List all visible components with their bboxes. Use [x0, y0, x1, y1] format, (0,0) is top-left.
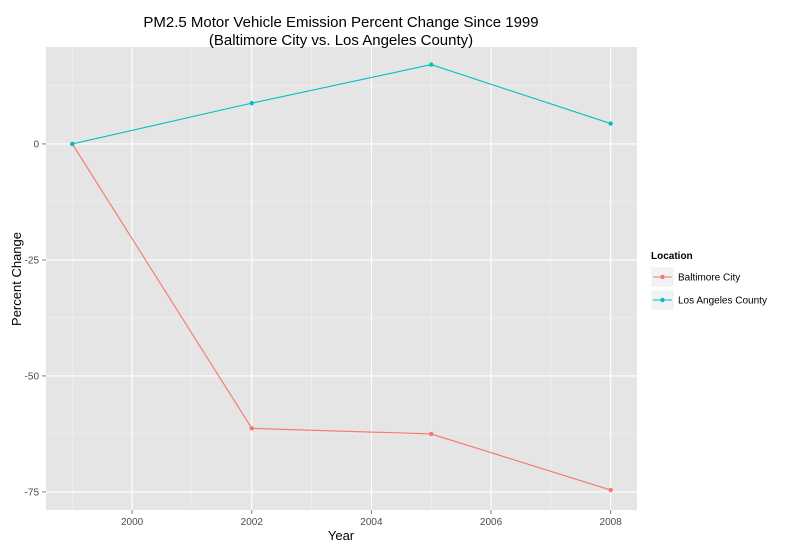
x-tick-label: 2000: [121, 517, 144, 528]
data-point-los-angeles-county: [429, 62, 434, 67]
y-axis: 0 -25 -50 -75: [25, 139, 46, 498]
legend-label-baltimore-city: Baltimore City: [678, 273, 740, 284]
y-tick-label: -25: [25, 255, 40, 266]
chart-title-line-2: (Baltimore City vs. Los Angeles County): [209, 32, 473, 49]
y-tick-label: -50: [25, 371, 40, 382]
chart-title-line-1: PM2.5 Motor Vehicle Emission Percent Cha…: [143, 14, 538, 31]
x-tick-label: 2006: [480, 517, 503, 528]
series-layer: [70, 62, 613, 493]
legend: Location Baltimore City Los Angeles Count…: [650, 251, 767, 311]
minor-gridlines: [46, 47, 637, 510]
legend-point-baltimore-city: [660, 274, 665, 280]
major-gridlines: [46, 47, 637, 510]
x-tick-label: 2002: [241, 517, 264, 528]
data-point-baltimore-city: [429, 431, 434, 437]
legend-label-los-angeles-county: Los Angeles County: [678, 296, 767, 307]
data-point-baltimore-city: [608, 487, 613, 493]
series-line-baltimore-city: [71, 143, 611, 491]
plot-panel: [46, 47, 637, 510]
x-tick-label: 2004: [360, 517, 383, 528]
y-axis-title: Percent Change: [9, 232, 24, 326]
y-tick-label: -75: [25, 487, 40, 498]
x-axis: 2000 2002 2004 2006 2008: [121, 510, 622, 528]
series-line-los-angeles-county: [72, 64, 611, 145]
x-axis-title: Year: [328, 528, 355, 543]
data-point-baltimore-city: [249, 426, 254, 431]
data-point-los-angeles-county: [249, 100, 254, 106]
data-point-los-angeles-county: [70, 141, 75, 147]
legend-point-los-angeles-county: [660, 297, 665, 303]
data-point-los-angeles-county: [608, 121, 613, 126]
legend-title: Location: [651, 251, 693, 262]
x-tick-label: 2008: [600, 517, 623, 528]
y-tick-label: 0: [33, 139, 39, 150]
